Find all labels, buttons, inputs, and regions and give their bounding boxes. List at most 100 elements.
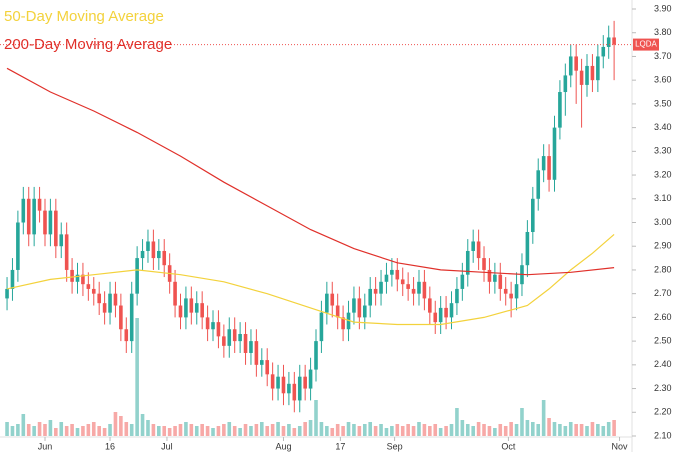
y-tick-label: 2.50 bbox=[654, 335, 672, 345]
candle-body bbox=[585, 65, 589, 85]
candle-body bbox=[460, 274, 465, 289]
volume-bar bbox=[200, 424, 204, 436]
volume-bar bbox=[596, 424, 600, 436]
x-tick-label: Nov bbox=[612, 441, 629, 451]
volume-bar bbox=[243, 424, 248, 436]
candle-body bbox=[97, 293, 101, 304]
candle-body bbox=[173, 281, 177, 306]
candle-body bbox=[216, 322, 221, 337]
volume-bar bbox=[26, 424, 31, 436]
candle-body bbox=[406, 284, 410, 289]
y-tick-label: 2.90 bbox=[654, 241, 672, 251]
candle-body bbox=[232, 329, 237, 342]
volume-bar bbox=[64, 426, 69, 436]
volume-bar bbox=[368, 422, 373, 436]
volume-bar bbox=[362, 424, 367, 436]
volume-bar bbox=[346, 422, 351, 436]
candle-body bbox=[341, 317, 345, 330]
candle-body bbox=[531, 198, 535, 232]
candle-body bbox=[227, 329, 232, 346]
candle-body bbox=[503, 288, 508, 294]
volume-bar bbox=[216, 426, 221, 436]
candle-body bbox=[54, 210, 58, 247]
candle-body bbox=[487, 269, 492, 282]
candle-body bbox=[590, 65, 595, 81]
candle-body bbox=[254, 341, 259, 365]
volume-bar bbox=[574, 424, 578, 436]
volume-bar bbox=[433, 424, 438, 436]
volume-bar bbox=[232, 426, 237, 436]
y-tick-label: 3.60 bbox=[654, 75, 672, 85]
y-tick-label: 3.90 bbox=[654, 3, 672, 13]
candle-body bbox=[16, 222, 20, 270]
candle-body bbox=[287, 383, 291, 394]
y-tick-label: 3.10 bbox=[654, 193, 672, 203]
volume-bar bbox=[135, 318, 139, 436]
volume-bar bbox=[449, 424, 454, 436]
candle-body bbox=[151, 241, 156, 259]
ticker-tag-bg bbox=[633, 38, 659, 51]
volume-bar bbox=[205, 426, 210, 436]
candle-body bbox=[574, 56, 578, 71]
candle-body bbox=[509, 293, 513, 299]
volume-bar bbox=[292, 428, 297, 436]
y-tick-label: 3.70 bbox=[654, 51, 672, 61]
candle-body bbox=[270, 374, 275, 389]
candle-body bbox=[438, 307, 443, 323]
candle-body bbox=[482, 258, 486, 270]
volume-bar bbox=[259, 422, 264, 436]
candle-body bbox=[211, 322, 215, 330]
candle-body bbox=[373, 288, 378, 294]
volume-bar bbox=[43, 424, 47, 436]
volume-bar bbox=[525, 420, 530, 436]
volume-bar bbox=[585, 426, 589, 436]
candle-body bbox=[124, 329, 129, 342]
volume-bar bbox=[493, 428, 497, 436]
y-tick-label: 3.40 bbox=[654, 122, 672, 132]
volume-bar bbox=[352, 424, 356, 436]
y-tick-label: 3.00 bbox=[654, 217, 672, 227]
candle-body bbox=[493, 274, 497, 282]
volume-bar bbox=[579, 424, 584, 436]
candle-body bbox=[465, 250, 470, 275]
candle-body bbox=[292, 383, 297, 401]
candle-body bbox=[43, 210, 47, 235]
volume-bar bbox=[254, 424, 259, 436]
volume-bar bbox=[184, 422, 188, 436]
volume-bar bbox=[276, 422, 280, 436]
volume-bar bbox=[16, 424, 20, 436]
candle-body bbox=[200, 303, 204, 318]
volume-bar bbox=[568, 422, 573, 436]
candle-body bbox=[48, 210, 53, 235]
volume-bar bbox=[563, 426, 568, 436]
volume-bar bbox=[612, 420, 616, 436]
candle-body bbox=[5, 288, 9, 299]
y-tick-label: 3.50 bbox=[654, 98, 672, 108]
candle-body bbox=[498, 274, 503, 289]
volume-bar bbox=[189, 424, 194, 436]
candle-body bbox=[59, 234, 64, 247]
volume-bar bbox=[357, 426, 362, 436]
candle-body bbox=[390, 269, 394, 275]
volume-bar bbox=[471, 426, 475, 436]
candle-body bbox=[146, 241, 150, 251]
volume-bar bbox=[102, 428, 107, 436]
volume-bar bbox=[119, 416, 123, 436]
candle-body bbox=[102, 303, 107, 313]
candle-body bbox=[108, 293, 112, 313]
candle-body bbox=[222, 336, 226, 346]
y-tick-label: 3.80 bbox=[654, 27, 672, 37]
volume-bar bbox=[194, 426, 199, 436]
legend-label: 200-Day Moving Average bbox=[4, 36, 172, 53]
candle-body bbox=[194, 303, 199, 313]
volume-bar bbox=[59, 422, 64, 436]
volume-bar bbox=[281, 426, 286, 436]
candle-body bbox=[606, 37, 611, 47]
candle-body bbox=[330, 293, 335, 306]
volume-bar bbox=[465, 424, 470, 436]
volume-bar bbox=[297, 426, 302, 436]
volume-bar bbox=[476, 422, 481, 436]
moving-average-line bbox=[6, 233, 615, 326]
volume-bar bbox=[411, 426, 416, 436]
